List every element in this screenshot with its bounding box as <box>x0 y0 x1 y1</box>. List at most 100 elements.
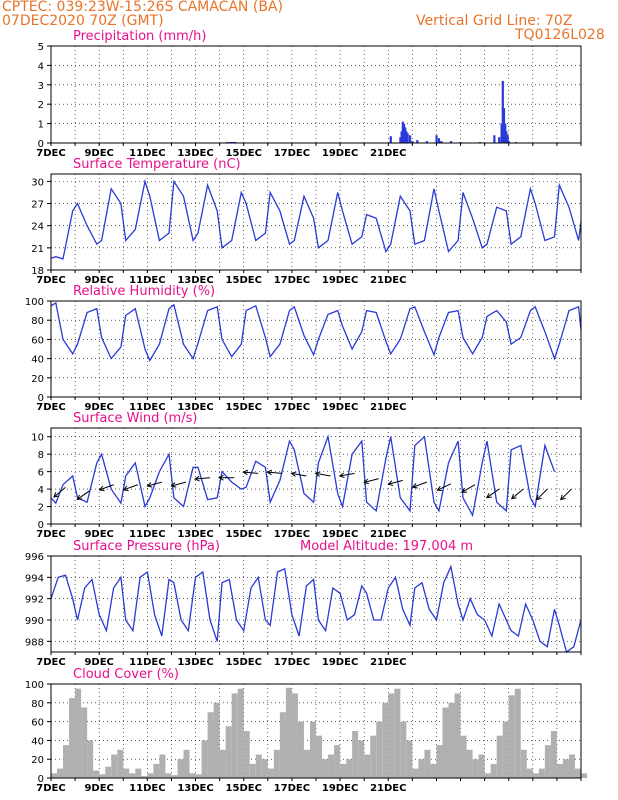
x-tick-label: 19DEC <box>322 402 358 413</box>
y-tick-label: 40 <box>31 736 44 747</box>
wind-vector <box>511 488 524 500</box>
header-code: TQ0126L028 <box>515 27 605 43</box>
y-tick-label: 24 <box>31 222 44 233</box>
cloud-bar <box>93 770 100 778</box>
panel-pressure: 988 990 992 994 996 7DEC 9DEC 11DEC 13DEC 15DEC 17… <box>25 539 582 668</box>
y-tick-label: 100 <box>25 297 44 308</box>
wind-vector <box>486 488 500 499</box>
x-tick-label: 17DEC <box>274 402 310 413</box>
cloud-bar <box>243 731 250 778</box>
cloud-bar <box>400 721 407 778</box>
x-tick-label: 17DEC <box>274 148 310 159</box>
wind-vector <box>123 484 138 491</box>
x-tick-label: 11DEC <box>129 148 165 159</box>
wind-vector <box>171 481 187 487</box>
panel-title: Surface Wind (m/s) <box>73 411 197 426</box>
cloud-bar <box>568 754 575 778</box>
model-altitude-label: Model Altitude: 197.004 m <box>300 539 473 554</box>
cloud-bar <box>496 735 503 778</box>
wind-vector <box>195 477 211 480</box>
cloud-bar <box>159 754 166 778</box>
cloud-bar <box>562 759 569 778</box>
y-tick-label: 0 <box>38 520 44 531</box>
x-tick-label: 21DEC <box>370 783 406 794</box>
y-tick-label: 10 <box>31 433 44 444</box>
header-grid-line: Vertical Grid Line: 70Z <box>416 13 573 29</box>
cloud-bar <box>261 759 268 778</box>
y-tick-label: 80 <box>31 316 44 327</box>
y-tick-label: 1 <box>38 120 44 131</box>
panel-title: Surface Temperature (nC) <box>73 157 241 172</box>
wind-arrowhead <box>560 494 566 501</box>
wind-arrowhead <box>461 487 468 493</box>
x-tick-label: 9DEC <box>84 657 113 668</box>
y-tick-label: 2 <box>38 100 44 111</box>
cloud-bar <box>581 773 588 778</box>
panel-wind: 0 2 4 6 8 10 7DEC 9DEC 11DEC 13DEC 15DEC 17DEC 19DEC… <box>31 411 582 540</box>
x-tick-label: 7DEC <box>36 402 65 413</box>
cloud-bar <box>424 749 431 778</box>
y-tick-label: 60 <box>31 718 44 729</box>
cloud-bar <box>231 693 238 778</box>
precip-bar <box>506 135 509 143</box>
wind-arrowhead <box>436 485 443 492</box>
cloud-bar <box>189 773 196 778</box>
cloud-bar <box>63 745 70 778</box>
wind-vector <box>147 481 162 487</box>
cloud-bar <box>249 763 256 778</box>
y-tick-label: 988 <box>25 637 44 648</box>
panel-title: Surface Pressure (hPa) <box>73 539 220 554</box>
wind-arrowhead <box>387 480 394 486</box>
precip-bar <box>402 123 406 143</box>
cloud-bar <box>201 740 208 778</box>
cloud-bar <box>484 773 491 778</box>
x-tick-label: 9DEC <box>84 402 113 413</box>
x-tick-label: 13DEC <box>177 148 213 159</box>
precip-bar <box>435 135 438 143</box>
y-tick-label: 5 <box>38 42 44 53</box>
wind-vector <box>412 481 427 488</box>
cloud-bar <box>574 768 581 778</box>
y-tick-label: 4 <box>38 485 44 496</box>
panel-title: Precipitation (mm/h) <box>73 29 206 44</box>
cloud-bar <box>418 759 425 778</box>
cloud-bar <box>328 754 335 778</box>
series-line <box>50 178 582 260</box>
cloud-bar <box>303 749 310 778</box>
cloud-bar <box>544 745 551 778</box>
y-tick-label: 27 <box>31 200 44 211</box>
x-tick-label: 13DEC <box>177 657 213 668</box>
precip-bar <box>505 131 508 143</box>
cloud-bar <box>291 693 298 778</box>
x-tick-label: 15DEC <box>226 275 262 286</box>
cloud-bar <box>406 740 413 778</box>
x-tick-label: 11DEC <box>129 783 165 794</box>
cloud-bar <box>297 721 304 778</box>
cloud-bar <box>340 763 347 778</box>
cloud-bar <box>117 749 124 778</box>
cloud-bar <box>502 721 509 778</box>
cloud-bar <box>273 749 280 778</box>
cloud-bar <box>472 759 479 778</box>
x-tick-label: 11DEC <box>129 275 165 286</box>
cloud-bar <box>51 773 58 778</box>
wind-arrowhead <box>242 469 249 476</box>
cloud-bar <box>195 774 202 778</box>
cloud-bar <box>430 763 437 778</box>
wind-arrowhead <box>338 472 345 479</box>
cloud-bar <box>57 768 64 778</box>
panel-title: Cloud Cover (%) <box>73 667 179 682</box>
cloud-bar <box>75 688 82 778</box>
x-tick-label: 17DEC <box>274 275 310 286</box>
cloud-bar <box>177 759 184 778</box>
x-tick-label: 7DEC <box>36 275 65 286</box>
cloud-bar <box>207 712 214 778</box>
wind-arrowhead <box>314 471 321 477</box>
wind-arrowhead <box>53 492 59 498</box>
cloud-bar <box>466 749 473 778</box>
x-tick-label: 21DEC <box>370 148 406 159</box>
x-tick-label: 15DEC <box>226 529 262 540</box>
cloud-bar <box>352 731 359 778</box>
series-line <box>50 564 582 654</box>
